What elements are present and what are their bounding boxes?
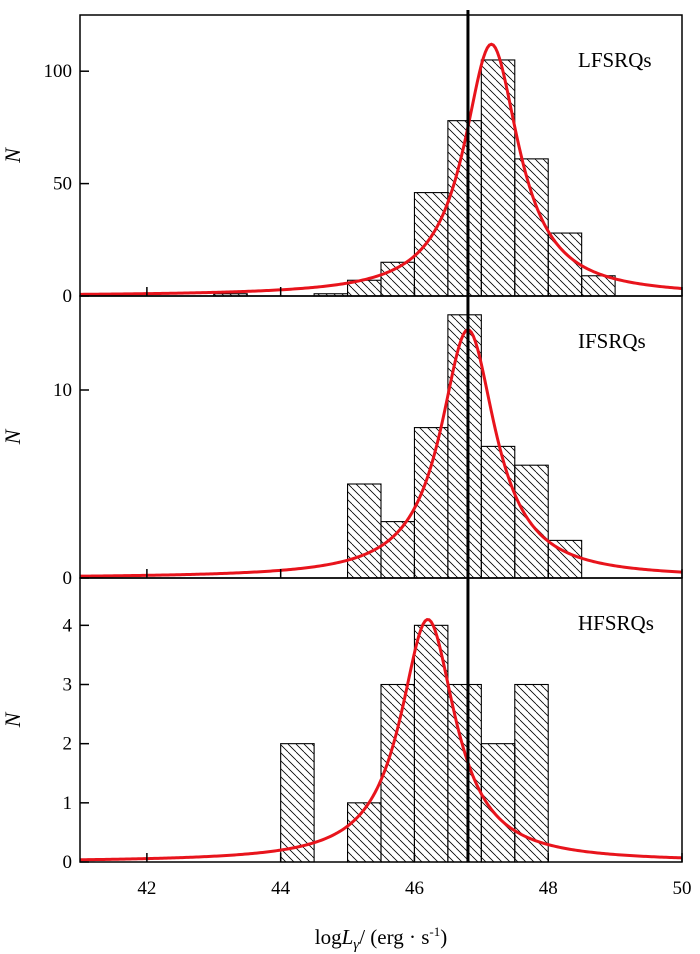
y-tick-label: 0 [63,286,73,307]
y-tick-label: 100 [44,61,73,82]
y-tick-label: 4 [63,615,73,636]
y-tick-label: 1 [63,793,73,814]
y-axis-title: N [0,428,25,445]
y-tick-label: 0 [63,568,73,589]
panel-ifsrqs: 0 10 N IFSRQs [0,295,683,589]
x-axis: 42 44 46 48 50 [137,878,691,899]
histogram-bar [514,464,549,579]
y-axis-title: N [0,147,25,164]
x-tick-label: 50 [673,878,692,899]
x-tick-label: 48 [539,878,558,899]
panel-lfsrqs: 0 50 100 N LFSRQs [0,14,683,307]
x-tick-label: 46 [405,878,424,899]
fit-curve [79,617,683,862]
histogram-bar [347,483,382,579]
y-tick-label: 2 [63,734,73,755]
y-tick-label: 10 [53,380,72,401]
x-tick-label: 42 [137,878,156,899]
y-tick-label: 50 [53,174,72,195]
histogram-bar [480,59,516,297]
histogram-bar [447,120,482,297]
panel-label: IFSRQs [578,329,646,353]
panel-frame [79,577,683,863]
histogram-bar [480,445,516,579]
x-axis-title: logLγ/ (erg · s-1) [315,924,447,953]
y-tick-label: 3 [63,675,73,696]
histogram-bar [480,743,516,863]
histogram-bar [413,427,449,579]
panel-label: HFSRQs [578,611,654,635]
panel-hfsrqs: 0 1 2 3 4 N HFSRQs [0,577,683,873]
panel-label: LFSRQs [578,48,652,72]
y-axis-title: N [0,711,25,728]
histogram-bar [547,232,583,297]
histogram-bar [280,743,315,863]
histogram-bar [447,314,482,579]
y-tick-label: 0 [63,852,73,873]
histogram-bar [514,158,549,297]
histogram-panels: 0 50 100 N LFSRQs 0 10 N IFSRQs 0 1 2 3 4 N HFSRQs [0,14,683,873]
histogram-bar [514,683,549,863]
fit-curve [79,328,683,578]
fit-curve [79,42,683,296]
histogram-bar [413,192,449,297]
histogram-bar [413,624,449,863]
histogram-bar [380,683,415,863]
x-tick-label: 44 [271,878,291,899]
